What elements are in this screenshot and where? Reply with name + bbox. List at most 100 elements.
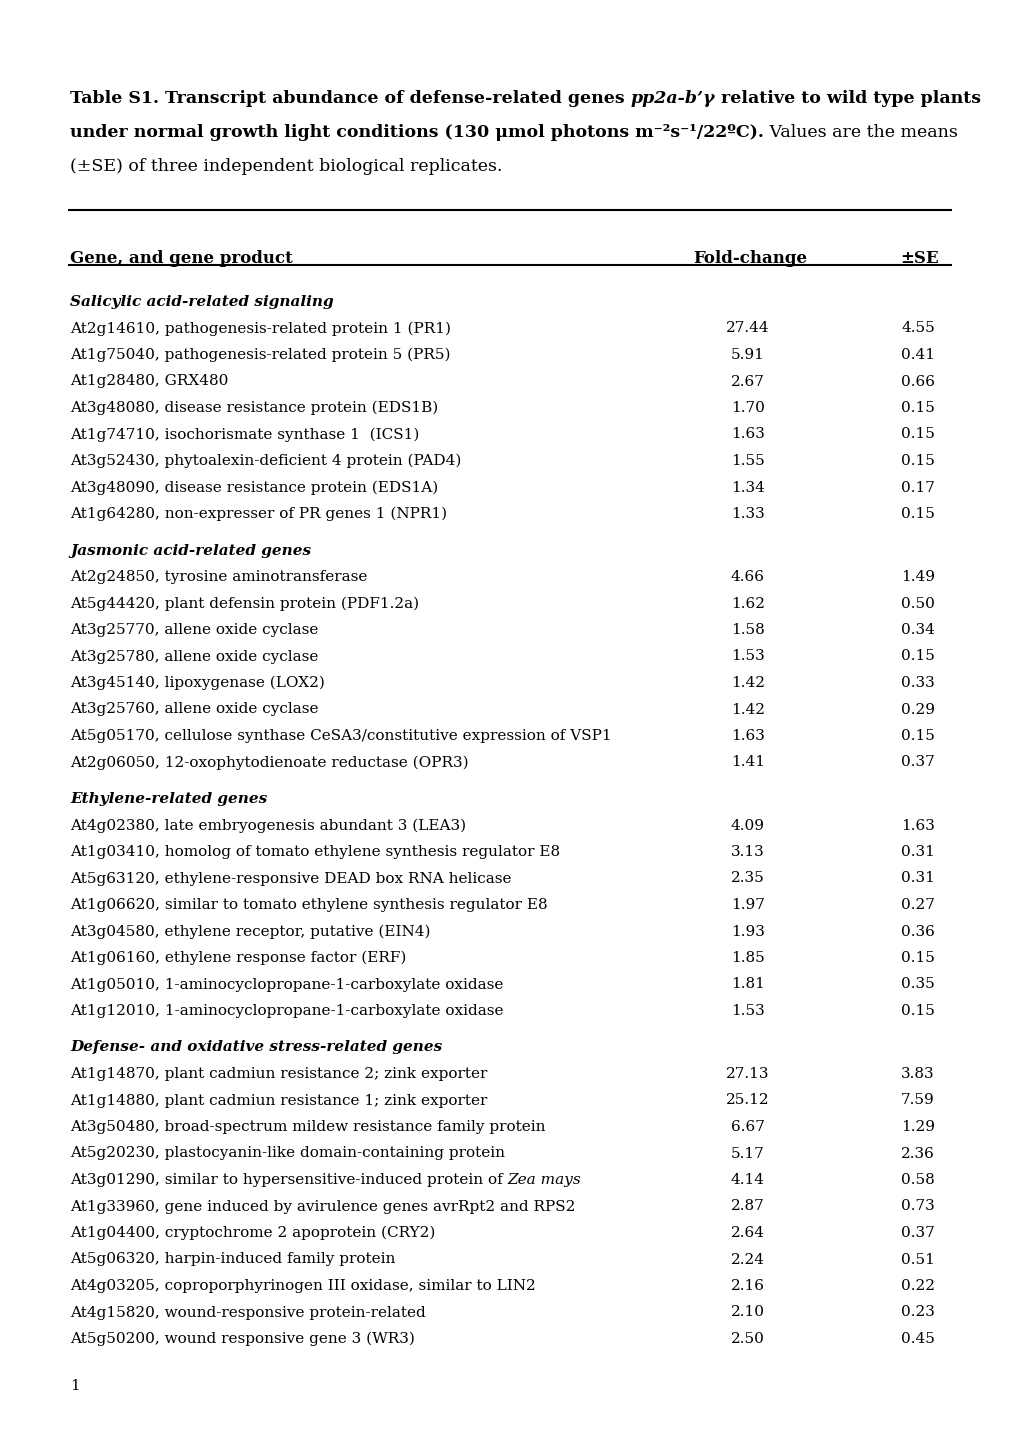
Text: 0.15: 0.15 — [900, 729, 934, 743]
Text: 2.64: 2.64 — [731, 1227, 764, 1240]
Text: 1: 1 — [70, 1378, 79, 1392]
Text: 0.15: 0.15 — [900, 1004, 934, 1017]
Text: 1.97: 1.97 — [731, 898, 764, 912]
Text: 2.87: 2.87 — [731, 1199, 764, 1214]
Text: 3.13: 3.13 — [731, 846, 764, 859]
Text: At4g15820, wound-responsive protein-related: At4g15820, wound-responsive protein-rela… — [70, 1306, 425, 1319]
Text: 0.33: 0.33 — [900, 675, 934, 690]
Text: At5g63120, ethylene-responsive DEAD box RNA helicase: At5g63120, ethylene-responsive DEAD box … — [70, 872, 511, 886]
Text: 0.66: 0.66 — [900, 375, 934, 388]
Text: At2g06050, 12-oxophytodienoate reductase (OPR3): At2g06050, 12-oxophytodienoate reductase… — [70, 756, 468, 771]
Text: 1.63: 1.63 — [731, 729, 764, 743]
Text: 4.09: 4.09 — [731, 818, 764, 833]
Text: Values are the means: Values are the means — [763, 124, 957, 141]
Text: At4g03205, coproporphyrinogen III oxidase, similar to LIN2: At4g03205, coproporphyrinogen III oxidas… — [70, 1278, 535, 1293]
Text: Zea mays: Zea mays — [507, 1173, 581, 1188]
Text: At1g28480, GRX480: At1g28480, GRX480 — [70, 375, 228, 388]
Text: At3g48080, disease resistance protein (EDS1B): At3g48080, disease resistance protein (E… — [70, 401, 438, 416]
Text: 2.50: 2.50 — [731, 1332, 764, 1346]
Text: At1g14880, plant cadmiun resistance 1; zink exporter: At1g14880, plant cadmiun resistance 1; z… — [70, 1094, 487, 1107]
Text: At3g52430, phytoalexin-deficient 4 protein (PAD4): At3g52430, phytoalexin-deficient 4 prote… — [70, 455, 461, 469]
Text: 0.15: 0.15 — [900, 401, 934, 416]
Text: At1g64280, non-expresser of PR genes 1 (NPR1): At1g64280, non-expresser of PR genes 1 (… — [70, 506, 446, 521]
Text: At3g25770, allene oxide cyclase: At3g25770, allene oxide cyclase — [70, 623, 318, 636]
Text: 0.41: 0.41 — [900, 348, 934, 362]
Text: Ethylene-related genes: Ethylene-related genes — [70, 792, 267, 807]
Text: At3g50480, broad-spectrum mildew resistance family protein: At3g50480, broad-spectrum mildew resista… — [70, 1120, 545, 1134]
Text: 1.62: 1.62 — [731, 596, 764, 610]
Text: At5g06320, harpin-induced family protein: At5g06320, harpin-induced family protein — [70, 1253, 395, 1267]
Text: At2g24850, tyrosine aminotransferase: At2g24850, tyrosine aminotransferase — [70, 570, 367, 584]
Text: 0.31: 0.31 — [900, 846, 934, 859]
Text: At1g14870, plant cadmiun resistance 2; zink exporter: At1g14870, plant cadmiun resistance 2; z… — [70, 1066, 487, 1081]
Text: 7.59: 7.59 — [900, 1094, 934, 1107]
Text: At5g20230, plastocyanin-like domain-containing protein: At5g20230, plastocyanin-like domain-cont… — [70, 1147, 504, 1160]
Text: ±SE: ±SE — [900, 250, 938, 267]
Text: 0.45: 0.45 — [900, 1332, 934, 1346]
Text: 0.51: 0.51 — [900, 1253, 934, 1267]
Text: 1.49: 1.49 — [900, 570, 934, 584]
Text: Defense- and oxidative stress-related genes: Defense- and oxidative stress-related ge… — [70, 1040, 442, 1055]
Text: 1.81: 1.81 — [731, 977, 764, 991]
Text: At5g50200, wound responsive gene 3 (WR3): At5g50200, wound responsive gene 3 (WR3) — [70, 1332, 415, 1346]
Text: 1.34: 1.34 — [731, 481, 764, 495]
Text: 0.22: 0.22 — [900, 1278, 934, 1293]
Text: 1.70: 1.70 — [731, 401, 764, 416]
Text: 1.53: 1.53 — [731, 649, 764, 664]
Text: At1g33960, gene induced by avirulence genes avrRpt2 and RPS2: At1g33960, gene induced by avirulence ge… — [70, 1199, 575, 1214]
Text: 0.58: 0.58 — [900, 1173, 934, 1188]
Text: At1g04400, cryptochrome 2 apoprotein (CRY2): At1g04400, cryptochrome 2 apoprotein (CR… — [70, 1227, 435, 1241]
Text: 0.31: 0.31 — [900, 872, 934, 886]
Text: 0.36: 0.36 — [900, 925, 934, 938]
Text: 0.15: 0.15 — [900, 506, 934, 521]
Text: 6.67: 6.67 — [731, 1120, 764, 1134]
Text: 25.12: 25.12 — [726, 1094, 769, 1107]
Text: 1.85: 1.85 — [731, 951, 764, 965]
Text: At2g14610, pathogenesis-related protein 1 (PR1): At2g14610, pathogenesis-related protein … — [70, 322, 450, 336]
Text: 1.29: 1.29 — [900, 1120, 934, 1134]
Text: 0.27: 0.27 — [900, 898, 934, 912]
Text: 1.53: 1.53 — [731, 1004, 764, 1017]
Text: 0.15: 0.15 — [900, 649, 934, 664]
Text: 0.15: 0.15 — [900, 951, 934, 965]
Text: Gene, and gene product: Gene, and gene product — [70, 250, 292, 267]
Text: 1.55: 1.55 — [731, 455, 764, 468]
Text: 0.35: 0.35 — [900, 977, 934, 991]
Text: 2.67: 2.67 — [731, 375, 764, 388]
Text: relative to wild type plants: relative to wild type plants — [714, 89, 980, 107]
Text: At3g45140, lipoxygenase (LOX2): At3g45140, lipoxygenase (LOX2) — [70, 675, 325, 690]
Text: 4.55: 4.55 — [900, 322, 934, 336]
Text: 27.13: 27.13 — [726, 1066, 769, 1081]
Text: 0.15: 0.15 — [900, 427, 934, 442]
Text: 4.14: 4.14 — [731, 1173, 764, 1188]
Text: 1.33: 1.33 — [731, 506, 764, 521]
Text: 0.29: 0.29 — [900, 703, 934, 717]
Text: 1.93: 1.93 — [731, 925, 764, 938]
Text: (±SE) of three independent biological replicates.: (±SE) of three independent biological re… — [70, 157, 502, 175]
Text: At5g44420, plant defensin protein (PDF1.2a): At5g44420, plant defensin protein (PDF1.… — [70, 596, 419, 610]
Text: Table S1. Transcript abundance of defense-related genes: Table S1. Transcript abundance of defens… — [70, 89, 630, 107]
Text: At1g03410, homolog of tomato ethylene synthesis regulator E8: At1g03410, homolog of tomato ethylene sy… — [70, 846, 559, 859]
Text: At1g75040, pathogenesis-related protein 5 (PR5): At1g75040, pathogenesis-related protein … — [70, 348, 450, 362]
Text: 0.17: 0.17 — [900, 481, 934, 495]
Text: 0.73: 0.73 — [900, 1199, 934, 1214]
Text: 0.37: 0.37 — [900, 756, 934, 769]
Text: 4.66: 4.66 — [731, 570, 764, 584]
Text: 1.63: 1.63 — [900, 818, 934, 833]
Text: 0.23: 0.23 — [900, 1306, 934, 1319]
Text: 0.15: 0.15 — [900, 455, 934, 468]
Text: At3g01290, similar to hypersensitive-induced protein of: At3g01290, similar to hypersensitive-ind… — [70, 1173, 507, 1188]
Text: At3g48090, disease resistance protein (EDS1A): At3g48090, disease resistance protein (E… — [70, 481, 438, 495]
Text: 1.58: 1.58 — [731, 623, 764, 636]
Text: 2.24: 2.24 — [731, 1253, 764, 1267]
Text: Fold-change: Fold-change — [692, 250, 806, 267]
Text: 1.63: 1.63 — [731, 427, 764, 442]
Text: At5g05170, cellulose synthase CeSA3/constitutive expression of VSP1: At5g05170, cellulose synthase CeSA3/cons… — [70, 729, 611, 743]
Text: At4g02380, late embryogenesis abundant 3 (LEA3): At4g02380, late embryogenesis abundant 3… — [70, 818, 466, 833]
Text: 1.42: 1.42 — [731, 675, 764, 690]
Text: 2.35: 2.35 — [731, 872, 764, 886]
Text: At3g25760, allene oxide cyclase: At3g25760, allene oxide cyclase — [70, 703, 318, 717]
Text: 1.41: 1.41 — [731, 756, 764, 769]
Text: 0.34: 0.34 — [900, 623, 934, 636]
Text: under normal growth light conditions (130 μmol photons m⁻²s⁻¹/22ºC).: under normal growth light conditions (13… — [70, 124, 763, 141]
